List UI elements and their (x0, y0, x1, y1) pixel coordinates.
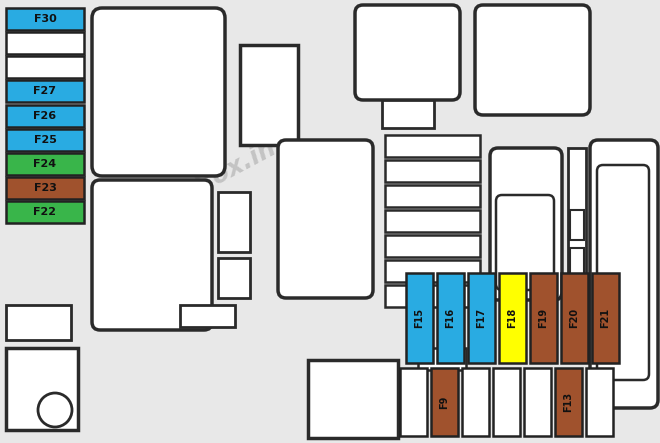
Bar (555, 368, 582, 436)
Bar (570, 248, 584, 278)
Bar (308, 360, 398, 438)
Bar (468, 273, 495, 363)
Bar (431, 368, 458, 436)
Text: F25: F25 (34, 135, 57, 145)
Bar (385, 160, 480, 182)
Text: FuseBox.info: FuseBox.info (135, 122, 306, 228)
Text: F26: F26 (34, 111, 57, 121)
FancyBboxPatch shape (597, 165, 649, 380)
Bar (6, 80, 84, 102)
Bar (6, 56, 84, 78)
Bar (561, 273, 588, 363)
Bar (530, 273, 557, 363)
Bar (499, 273, 526, 363)
FancyBboxPatch shape (355, 5, 460, 100)
Text: F15: F15 (414, 308, 424, 328)
Text: F30: F30 (34, 14, 56, 24)
Bar (385, 185, 480, 207)
Bar (462, 368, 489, 436)
Bar (406, 273, 433, 363)
Bar (385, 210, 480, 232)
Bar (493, 368, 520, 436)
Text: F9: F9 (440, 395, 449, 409)
Bar (382, 100, 434, 128)
FancyBboxPatch shape (475, 5, 590, 115)
Bar (6, 8, 84, 30)
Text: F17: F17 (477, 308, 486, 328)
Bar (218, 192, 250, 252)
Bar (385, 285, 480, 307)
FancyBboxPatch shape (590, 140, 658, 408)
Bar (385, 135, 480, 157)
Bar (570, 210, 584, 240)
Bar (586, 368, 613, 436)
Bar (400, 368, 427, 436)
FancyBboxPatch shape (92, 180, 212, 330)
Bar (385, 235, 480, 257)
Text: F16: F16 (446, 308, 455, 328)
FancyBboxPatch shape (92, 8, 225, 176)
Text: F27: F27 (34, 86, 57, 96)
Circle shape (38, 393, 72, 427)
Text: F19: F19 (539, 308, 548, 328)
Bar (6, 129, 84, 151)
Bar (6, 177, 84, 199)
Bar (385, 260, 480, 282)
Bar (218, 258, 250, 298)
Bar (180, 305, 235, 327)
Bar (524, 368, 551, 436)
FancyBboxPatch shape (496, 195, 554, 290)
FancyBboxPatch shape (278, 140, 373, 298)
Text: F23: F23 (34, 183, 57, 193)
Bar (568, 148, 586, 300)
Bar (418, 348, 466, 370)
Bar (240, 45, 298, 145)
Bar (592, 273, 619, 363)
Text: F13: F13 (564, 392, 574, 412)
Bar (437, 273, 464, 363)
Bar (6, 305, 71, 340)
Bar (6, 201, 84, 223)
Text: F24: F24 (34, 159, 57, 169)
Bar (6, 153, 84, 175)
Bar (6, 32, 84, 54)
Text: F18: F18 (508, 308, 517, 328)
FancyBboxPatch shape (490, 148, 562, 300)
Bar (6, 348, 78, 430)
Text: F22: F22 (34, 207, 57, 217)
Text: F21: F21 (601, 308, 610, 328)
Text: F20: F20 (570, 308, 579, 328)
Bar (6, 105, 84, 127)
